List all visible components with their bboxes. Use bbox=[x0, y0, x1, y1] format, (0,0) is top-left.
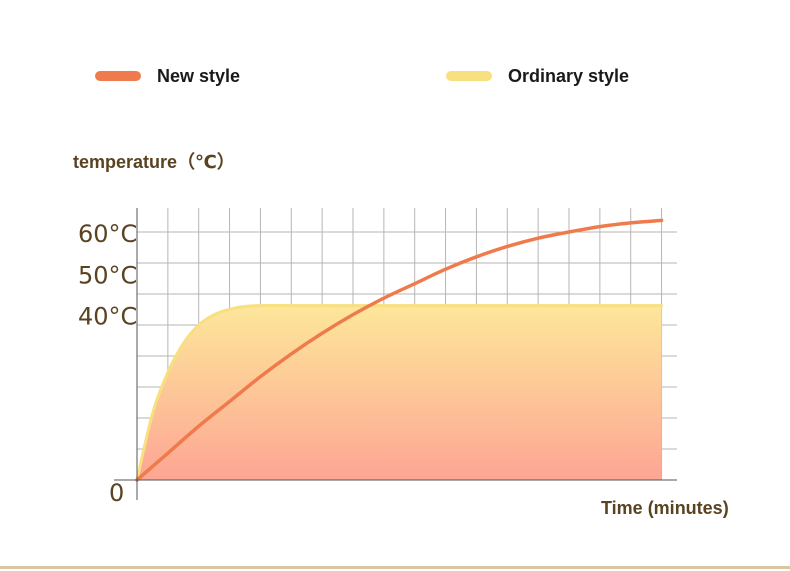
series-line-ordinary-style bbox=[135, 304, 664, 482]
y-tick-label: 60°C bbox=[78, 220, 137, 248]
y-axis-title: temperature（℃） bbox=[73, 152, 235, 172]
legend-swatch-new-style bbox=[95, 71, 141, 81]
legend-item-ordinary-style: Ordinary style bbox=[446, 62, 629, 90]
series-line-new-style bbox=[135, 218, 664, 482]
bottom-divider bbox=[0, 566, 790, 569]
legend-label-ordinary-style: Ordinary style bbox=[508, 65, 630, 86]
area-fill-ordinary-style bbox=[137, 305, 662, 480]
chart-axes bbox=[114, 208, 677, 500]
y-tick-label: 50°C bbox=[78, 261, 137, 289]
y-tick-label: 40°C bbox=[78, 303, 137, 331]
y-tick-label: 0 bbox=[109, 479, 124, 507]
chart-fills bbox=[137, 305, 662, 480]
legend-item-new-style: New style bbox=[95, 62, 240, 90]
chart-tick-labels: 0 40°C 50°C 60°C bbox=[78, 220, 137, 507]
legend-label-new-style: New style bbox=[157, 65, 241, 86]
x-axis-title: Time (minutes) bbox=[601, 498, 729, 518]
chart-lines bbox=[135, 218, 664, 482]
legend-swatch-ordinary-style bbox=[446, 71, 492, 81]
